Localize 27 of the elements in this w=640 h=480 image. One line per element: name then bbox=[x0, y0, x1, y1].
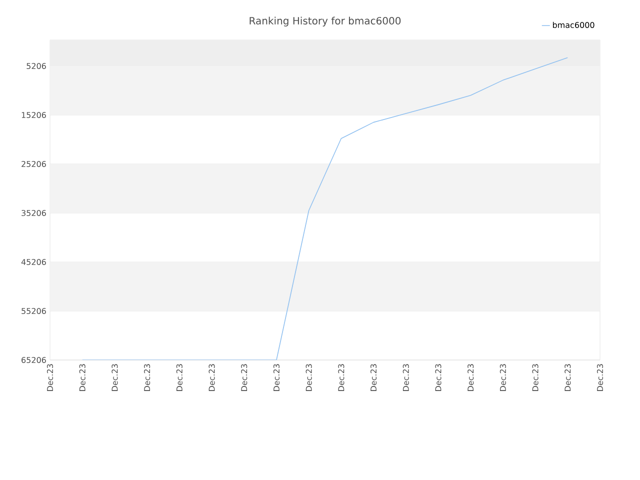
y-tick-label: 5206 bbox=[26, 62, 46, 70]
y-tick-label: 15206 bbox=[22, 112, 46, 118]
x-tick-label: Dec.23 bbox=[564, 364, 571, 391]
x-tick-label: Dec.23 bbox=[46, 364, 54, 391]
x-tick-label: Dec.23 bbox=[79, 364, 86, 391]
x-tick-label: Dec.23 bbox=[306, 364, 312, 391]
y-tick-label: 55206 bbox=[22, 308, 46, 314]
x-tick-label: Dec.23 bbox=[468, 364, 474, 391]
x-tick-label: Dec.23 bbox=[435, 364, 442, 391]
x-tick-label: Dec.23 bbox=[500, 364, 506, 391]
x-tick-label: Dec.23 bbox=[144, 364, 150, 391]
x-tick-label: Dec.23 bbox=[112, 364, 118, 391]
chart-title: Ranking History for bmac6000 bbox=[250, 16, 401, 26]
x-tick-label: Dec.23 bbox=[241, 364, 248, 391]
y-tick-label: 35206 bbox=[22, 210, 46, 216]
x-tick-label: Dec.23 bbox=[532, 364, 538, 391]
x-tick-label: Dec.23 bbox=[176, 364, 182, 391]
x-tick-label: Dec.23 bbox=[338, 364, 344, 391]
legend-label: bmac6000 bbox=[552, 22, 594, 28]
x-tick-label: Dec.23 bbox=[402, 364, 409, 391]
x-tick-label: Dec.23 bbox=[596, 364, 604, 391]
y-tick-label: 45206 bbox=[21, 258, 46, 266]
x-tick-label: Dec.23 bbox=[273, 364, 280, 391]
x-tick-label: Dec.23 bbox=[370, 364, 377, 391]
y-tick-label: 65206 bbox=[22, 356, 46, 364]
y-tick-label: 25206 bbox=[22, 160, 46, 168]
x-tick-label: Dec.23 bbox=[208, 364, 215, 391]
